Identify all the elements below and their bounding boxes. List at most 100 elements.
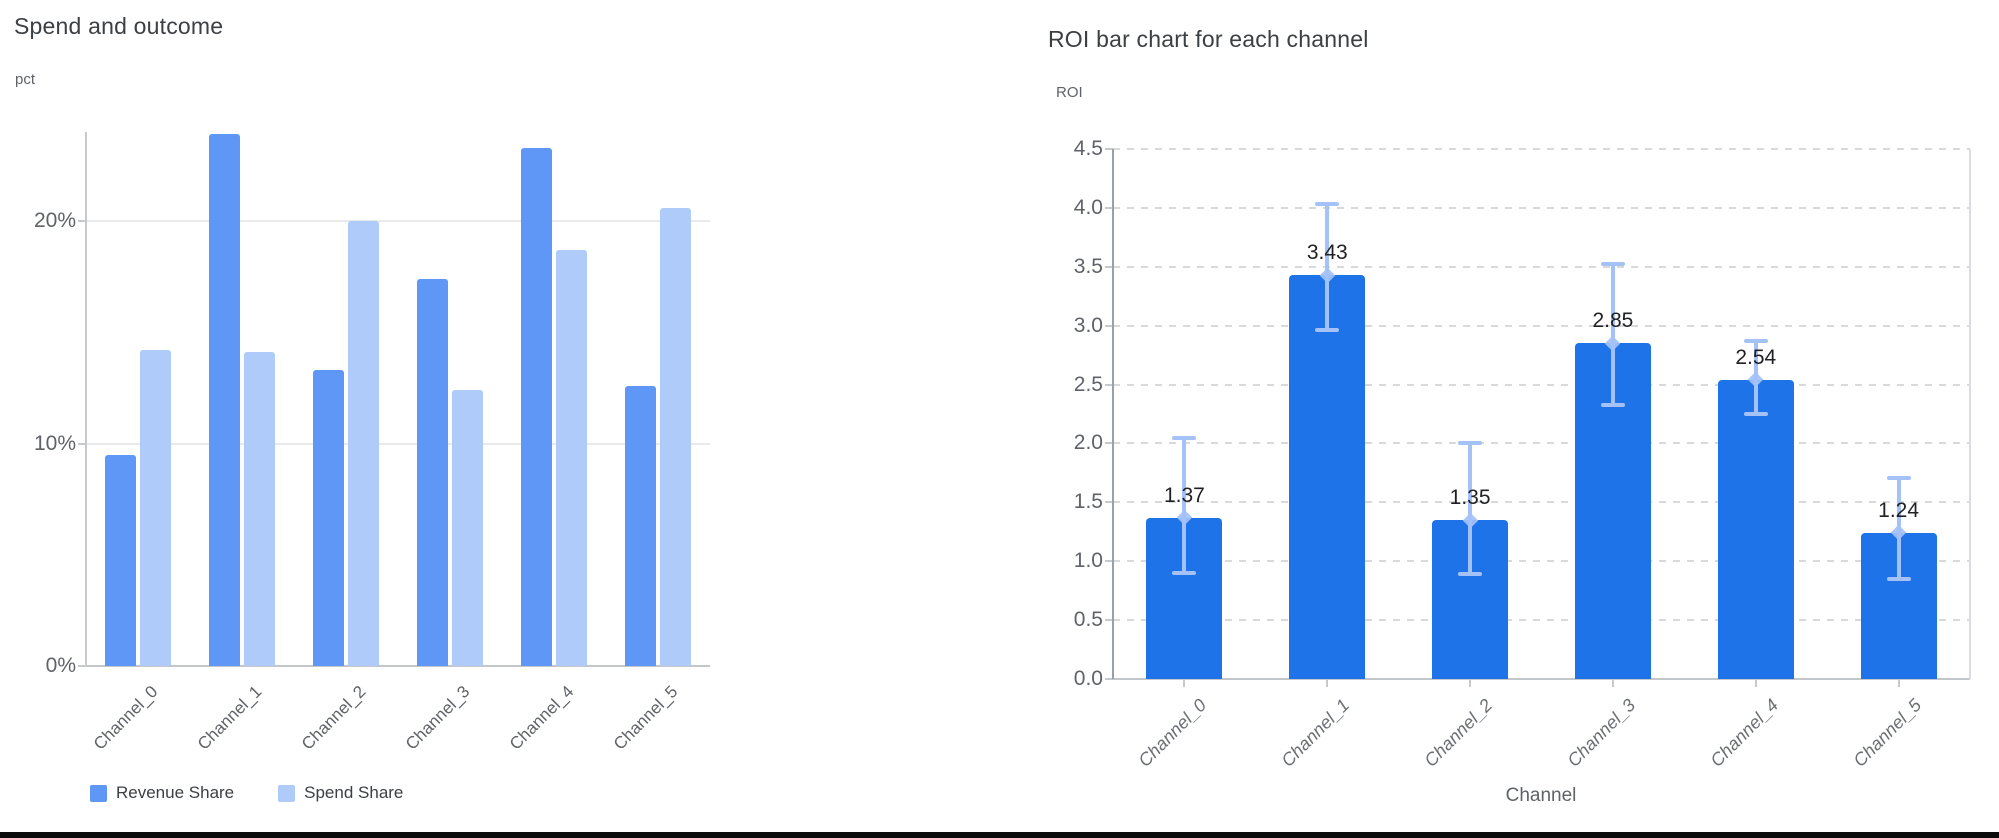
x-axis-line	[86, 665, 710, 667]
error-bar-cap-bottom	[1600, 402, 1625, 407]
spend-share-swatch-icon	[278, 784, 296, 802]
y-tick-mark	[1105, 678, 1113, 680]
x-axis-label-channel_2: Channel_2	[1420, 695, 1497, 771]
x-axis-label-channel_5: Channel_5	[1849, 695, 1925, 771]
error-bar-cap-bottom	[1886, 576, 1911, 581]
y-axis-label: 20%	[33, 209, 76, 232]
left-chart-unit-label: pct	[15, 71, 36, 88]
y-tick-mark	[78, 665, 86, 667]
y-axis-label: 0.0	[1073, 667, 1103, 690]
bar-spend-channel_3[interactable]	[452, 390, 483, 666]
bar-spend-channel_0[interactable]	[140, 350, 171, 666]
error-bar-line	[1610, 264, 1615, 405]
right-chart-title: ROI bar chart for each channel	[1048, 26, 1369, 52]
gridline-4.5	[1113, 148, 1970, 150]
x-axis-label-channel_4: Channel_4	[1706, 695, 1782, 771]
bar-spend-channel_1[interactable]	[244, 352, 275, 666]
y-axis-label: 2.5	[1073, 372, 1103, 396]
x-axis-label-channel_5: Channel_5	[609, 682, 682, 754]
gridline-0.5	[1113, 619, 1970, 622]
error-bar-cap-bottom	[1315, 328, 1340, 333]
bar-revenue-channel_3[interactable]	[417, 278, 448, 666]
y-axis-line	[85, 132, 87, 666]
x-tick-mark	[1183, 679, 1186, 687]
y-tick-mark	[1105, 442, 1113, 445]
error-bar-cap-bottom	[1458, 572, 1483, 577]
left-chart-title: Spend and outcome	[14, 13, 224, 39]
y-axis-label: 0%	[45, 654, 76, 677]
y-axis-label: 0.5	[1073, 608, 1103, 632]
gridline-2.0	[1113, 442, 1970, 445]
error-bar-line	[1468, 443, 1473, 575]
y-tick-mark	[1105, 619, 1113, 622]
bar-value-label: 1.35	[1449, 486, 1491, 509]
gridline-1.5	[1113, 501, 1970, 504]
y-tick-mark	[1105, 206, 1113, 209]
error-bar-line	[1182, 437, 1187, 573]
x-axis-label-channel_1: Channel_1	[1277, 695, 1354, 771]
right-chart-xaxis-title: Channel	[1505, 785, 1577, 806]
legend-item-revenue-share[interactable]: Revenue Share	[90, 783, 234, 803]
x-tick-mark	[1326, 679, 1329, 687]
x-tick-mark	[1754, 679, 1757, 687]
gridline-10%	[86, 442, 710, 445]
legend-label-revenue-share: Revenue Share	[116, 783, 235, 802]
bar-value-label: 1.37	[1163, 483, 1205, 507]
y-axis-label: 4.0	[1073, 195, 1103, 219]
bar-value-label: 1.24	[1878, 498, 1920, 522]
legend: Revenue Share Spend Share	[90, 783, 403, 803]
y-axis-label: 2.0	[1073, 431, 1103, 455]
x-axis-label-channel_0: Channel_0	[1134, 695, 1211, 771]
y-tick-mark	[1105, 501, 1113, 504]
error-bar-cap-bottom	[1172, 571, 1197, 575]
bar-revenue-channel_5[interactable]	[625, 385, 656, 666]
error-bar-cap-top	[1458, 441, 1483, 446]
error-bar-cap-top	[1886, 475, 1911, 480]
error-bar-cap-bottom	[1743, 412, 1768, 416]
bar-spend-channel_5[interactable]	[660, 207, 691, 666]
y-axis-label: 3.0	[1073, 313, 1103, 337]
error-bar-cap-top	[1743, 338, 1768, 343]
y-axis-label: 10%	[33, 431, 76, 455]
y-tick-mark	[1105, 265, 1113, 268]
y-tick-mark	[1105, 383, 1113, 386]
plot-right-border	[1969, 149, 1971, 679]
y-axis-label: 4.5	[1073, 137, 1103, 160]
x-axis-line	[1113, 678, 1970, 680]
y-axis-line	[1112, 149, 1114, 679]
bar-value-label: 2.85	[1592, 309, 1634, 333]
bar-spend-channel_4[interactable]	[556, 249, 587, 666]
legend-item-spend-share[interactable]: Spend Share	[278, 783, 403, 803]
window-bottom-edge	[0, 832, 1999, 838]
bar-revenue-channel_1[interactable]	[209, 134, 240, 666]
bar-revenue-channel_4[interactable]	[521, 147, 552, 666]
y-axis-label: 3.5	[1073, 254, 1103, 278]
x-axis-label-channel_3: Channel_3	[1563, 695, 1640, 771]
right-chart-unit-label: ROI	[1056, 84, 1083, 101]
revenue-share-swatch-icon	[90, 784, 107, 802]
y-tick-mark	[1105, 148, 1113, 150]
y-tick-mark	[1105, 560, 1113, 563]
y-axis-label: 1.0	[1073, 549, 1103, 573]
error-bar-cap-top	[1600, 262, 1625, 267]
bar-roi-channel_1[interactable]	[1289, 275, 1366, 679]
legend-label-spend-share: Spend Share	[304, 783, 404, 802]
x-tick-mark	[1897, 679, 1900, 687]
gridline-2.5	[1113, 383, 1970, 386]
y-tick-mark	[78, 220, 86, 222]
gridline-3.0	[1113, 324, 1970, 327]
gridline-3.5	[1113, 265, 1970, 268]
bar-revenue-channel_2[interactable]	[313, 370, 344, 666]
x-tick-mark	[1611, 679, 1614, 687]
bar-roi-channel_4[interactable]	[1717, 379, 1794, 679]
y-axis-label: 1.5	[1073, 490, 1103, 514]
gridline-20%	[86, 220, 710, 222]
bar-value-label: 2.54	[1735, 345, 1777, 369]
error-bar-cap-top	[1315, 202, 1340, 207]
gridline-4.0	[1113, 206, 1970, 209]
bar-spend-channel_2[interactable]	[348, 221, 379, 666]
bar-revenue-channel_0[interactable]	[105, 454, 136, 666]
bar-value-label: 3.43	[1306, 241, 1348, 265]
gridline-1.0	[1113, 560, 1970, 563]
